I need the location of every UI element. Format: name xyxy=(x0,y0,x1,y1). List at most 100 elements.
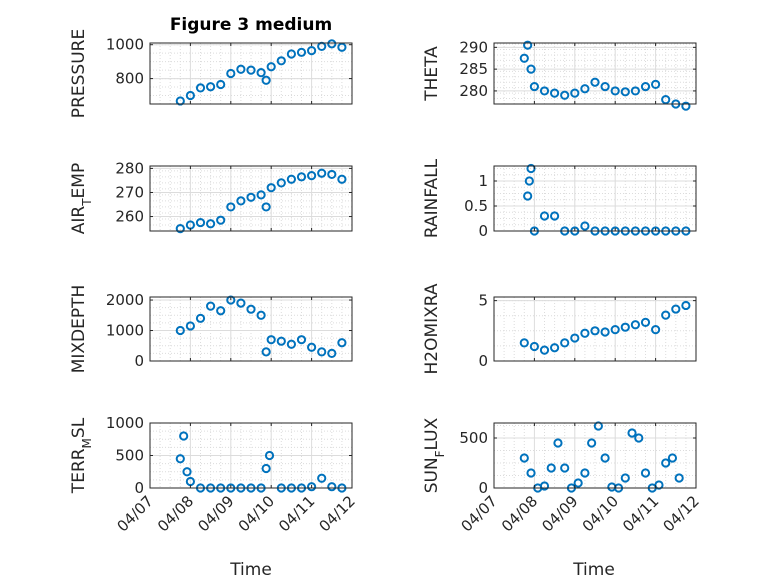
y-axis-label: MIXDEPTH xyxy=(69,285,89,374)
data-point xyxy=(182,467,192,477)
data-point xyxy=(246,65,256,75)
y-tick-label: 0 xyxy=(478,352,488,370)
data-point xyxy=(651,325,661,335)
data-point xyxy=(264,450,275,461)
data-point xyxy=(630,86,641,96)
data-point xyxy=(524,176,534,186)
data-point xyxy=(523,40,533,50)
y-axis-label-subscript: M xyxy=(80,438,94,448)
data-point xyxy=(175,454,185,464)
data-point xyxy=(573,478,583,488)
data-point xyxy=(620,87,630,97)
y-tick-label: 1 xyxy=(478,172,488,190)
data-point xyxy=(627,428,637,438)
data-point xyxy=(327,348,337,358)
data-point xyxy=(175,223,185,234)
data-point xyxy=(236,298,246,308)
data-point xyxy=(661,310,671,320)
y-tick-label: 280 xyxy=(115,159,144,177)
y-axis-label-part: TERR xyxy=(69,448,89,494)
data-point xyxy=(634,433,644,443)
y-tick-label: 1000 xyxy=(106,414,144,432)
axes-box xyxy=(149,296,353,362)
data-point xyxy=(266,335,276,345)
data-point xyxy=(651,79,661,89)
data-point xyxy=(206,219,216,229)
data-point xyxy=(286,174,296,184)
data-point xyxy=(526,64,536,74)
data-point xyxy=(580,328,590,338)
y-tick-label: 0 xyxy=(134,479,144,497)
data-point xyxy=(266,62,276,72)
data-point xyxy=(640,81,651,92)
data-point xyxy=(236,196,246,206)
axes-box xyxy=(493,42,697,105)
subplot-mixdepth: 0 1000 2000 MIXDEPTH xyxy=(69,285,353,374)
data-point xyxy=(195,313,206,323)
data-point xyxy=(216,79,226,90)
data-point xyxy=(590,326,600,336)
data-point xyxy=(195,217,206,228)
data-point xyxy=(539,86,550,96)
axes-box xyxy=(149,42,353,105)
data-point xyxy=(179,431,189,441)
y-tick-label: 0 xyxy=(478,222,488,240)
data-point xyxy=(175,96,185,106)
data-point xyxy=(256,68,266,78)
data-point xyxy=(307,171,317,181)
y-tick-label: 0 xyxy=(478,479,488,497)
data-point xyxy=(580,468,590,478)
y-tick-label: 0.5 xyxy=(464,197,488,215)
data-point xyxy=(550,211,560,221)
y-tick-label: 500 xyxy=(459,429,488,447)
y-tick-label: 270 xyxy=(115,183,144,201)
data-point xyxy=(175,325,185,336)
data-point xyxy=(261,202,271,212)
data-point xyxy=(681,101,691,111)
data-point xyxy=(661,458,671,468)
data-point xyxy=(226,202,236,212)
data-point xyxy=(661,95,671,105)
data-point xyxy=(256,190,266,200)
y-tick-label: 1000 xyxy=(106,322,144,340)
data-point xyxy=(296,47,307,57)
data-point xyxy=(236,64,246,74)
data-point xyxy=(307,46,317,56)
subplot-h2omixra: 0 5 H2OMIXRA xyxy=(422,283,697,375)
data-point xyxy=(546,463,556,473)
y-axis-label: TERRMSL xyxy=(69,417,94,494)
data-point xyxy=(246,304,256,314)
data-point xyxy=(587,438,597,448)
data-point xyxy=(216,306,226,316)
data-point xyxy=(276,56,286,66)
data-point xyxy=(286,49,296,59)
data-point xyxy=(317,168,327,178)
y-axis-label-part: SL xyxy=(69,417,89,438)
data-point xyxy=(667,453,678,463)
y-axis-label-subscript: F xyxy=(433,450,447,457)
data-point xyxy=(206,82,216,92)
y-axis-label: SUNFLUX xyxy=(422,417,447,493)
data-point xyxy=(523,191,533,201)
figure-title: Figure 3 medium xyxy=(170,15,332,35)
data-point xyxy=(620,473,630,483)
data-point xyxy=(327,169,337,180)
data-point xyxy=(539,211,550,221)
data-point xyxy=(620,322,630,332)
data-point xyxy=(526,468,536,478)
data-point xyxy=(519,338,529,348)
data-point xyxy=(529,341,540,352)
y-tick-label: 280 xyxy=(459,82,488,100)
data-point xyxy=(593,421,603,431)
data-point xyxy=(560,338,570,348)
data-point xyxy=(286,339,296,349)
data-point xyxy=(590,77,600,87)
data-point xyxy=(337,42,347,52)
data-point xyxy=(610,325,620,335)
data-point xyxy=(261,463,271,474)
data-point xyxy=(261,75,271,85)
subplot-rainfall: 0 0.5 1 RAINFALL xyxy=(422,158,697,240)
data-point xyxy=(550,88,560,98)
y-tick-label: 500 xyxy=(115,447,144,465)
data-point xyxy=(246,192,256,202)
